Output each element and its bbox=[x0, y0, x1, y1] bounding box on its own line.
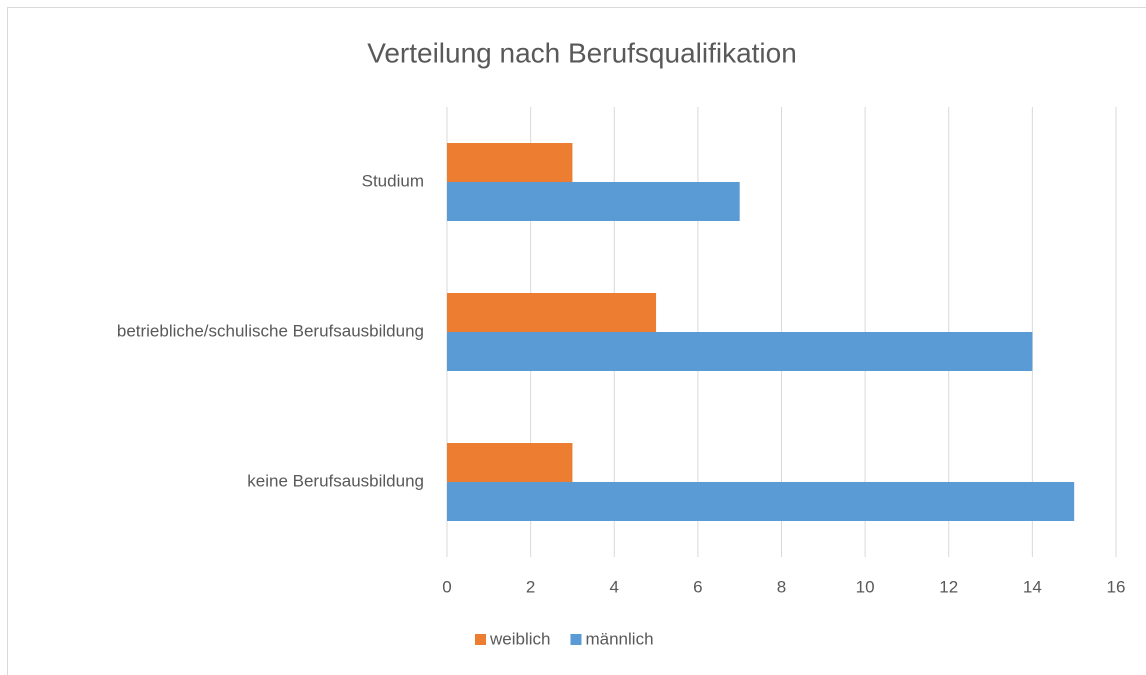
x-tick-label: 8 bbox=[777, 577, 786, 596]
x-tick-label: 4 bbox=[610, 577, 619, 596]
x-tick-label: 16 bbox=[1107, 577, 1126, 596]
x-tick-label: 2 bbox=[526, 577, 535, 596]
y-tick-label: Studium bbox=[362, 171, 424, 190]
legend-label: weiblich bbox=[489, 629, 550, 648]
y-tick-label: keine Berufsausbildung bbox=[247, 471, 424, 490]
chart-title: Verteilung nach Berufsqualifikation bbox=[367, 37, 797, 68]
legend-swatch bbox=[570, 634, 582, 645]
legend-swatch bbox=[475, 634, 486, 645]
x-tick-label: 14 bbox=[1023, 577, 1042, 596]
bar bbox=[447, 143, 573, 182]
bar bbox=[447, 332, 1033, 371]
legend-label: männlich bbox=[585, 629, 653, 648]
bar bbox=[447, 443, 573, 482]
x-tick-label: 0 bbox=[442, 577, 451, 596]
bar bbox=[447, 293, 657, 332]
bar bbox=[447, 482, 1075, 521]
y-tick-label: betriebliche/schulische Berufsausbildung bbox=[117, 321, 424, 340]
x-tick-label: 6 bbox=[693, 577, 702, 596]
x-tick-label: 10 bbox=[856, 577, 875, 596]
x-tick-label: 12 bbox=[939, 577, 958, 596]
bar bbox=[447, 182, 740, 221]
